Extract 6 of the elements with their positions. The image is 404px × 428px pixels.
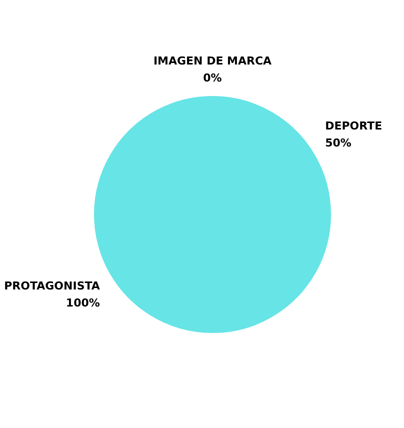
data-label: 100% [66,296,100,310]
category-label: IMAGEN DE MARCA [153,54,272,68]
slice-label: DEPORTE [325,120,382,133]
text: 0% [203,72,222,84]
data-label: 50% [325,136,352,150]
slice-label: PROTAGONISTA [4,280,100,292]
